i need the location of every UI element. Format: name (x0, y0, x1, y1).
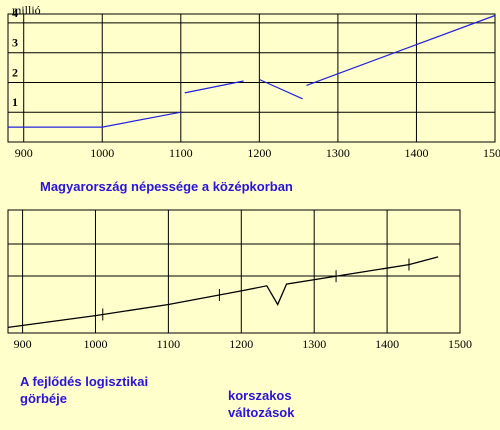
x-tick-label: 1200 (229, 337, 253, 351)
x-tick-label: 1000 (83, 337, 107, 351)
x-tick-label: 900 (14, 337, 32, 351)
x-tick-label: 1100 (157, 337, 181, 351)
population-chart-x-ticks: 900 1000 1100 1200 1300 1400 1500 (15, 146, 500, 160)
x-tick-label: 1100 (169, 146, 193, 160)
y-tick-label: 2 (12, 65, 18, 79)
y-axis-label: millió (12, 3, 41, 17)
chart-title: Magyarország népessége a középkorban (40, 179, 293, 194)
population-chart-y-ticks: 1 2 3 4 (12, 6, 18, 109)
population-line-segment (184, 80, 244, 94)
plot-frame (7, 13, 496, 143)
epoch-changes-label-line2: változások (228, 405, 295, 420)
x-tick-label: 1300 (302, 337, 326, 351)
x-tick-label: 1400 (375, 337, 399, 351)
logistic-chart-x-ticks: 900 1000 1100 1200 1300 1400 1500 (14, 337, 472, 351)
plot-frame (7, 209, 461, 334)
population-line-segment (8, 111, 181, 128)
x-tick-label: 1400 (404, 146, 428, 160)
logistic-series (7, 256, 439, 329)
y-tick-label: 4 (12, 6, 18, 20)
logistic-curve-label-line2: görbéje (20, 391, 67, 406)
x-tick-label: 1300 (326, 146, 350, 160)
population-chart-grid (7, 13, 496, 143)
x-tick-label: 1500 (448, 337, 472, 351)
population-line-segment (306, 14, 496, 86)
y-tick-label: 3 (12, 36, 18, 50)
x-tick-label: 900 (15, 146, 33, 160)
population-series (8, 14, 496, 128)
x-tick-label: 1200 (247, 146, 271, 160)
logistic-chart: 900 1000 1100 1200 1300 1400 1500 (7, 209, 472, 351)
epoch-changes-label-line1: korszakos (228, 388, 292, 403)
x-tick-label: 1000 (90, 146, 114, 160)
population-line-segment (259, 78, 303, 100)
logistic-chart-marks (102, 258, 410, 321)
logistic-chart-grid (7, 209, 461, 334)
x-tick-label: 1500 (483, 146, 500, 160)
logistic-curve (7, 256, 439, 329)
y-tick-label: 1 (12, 95, 18, 109)
logistic-curve-label-line1: A fejlődés logisztikai (20, 374, 149, 389)
population-chart: millió 1 2 3 4 900 1000 1100 1200 1300 1400 1500 (7, 3, 500, 160)
